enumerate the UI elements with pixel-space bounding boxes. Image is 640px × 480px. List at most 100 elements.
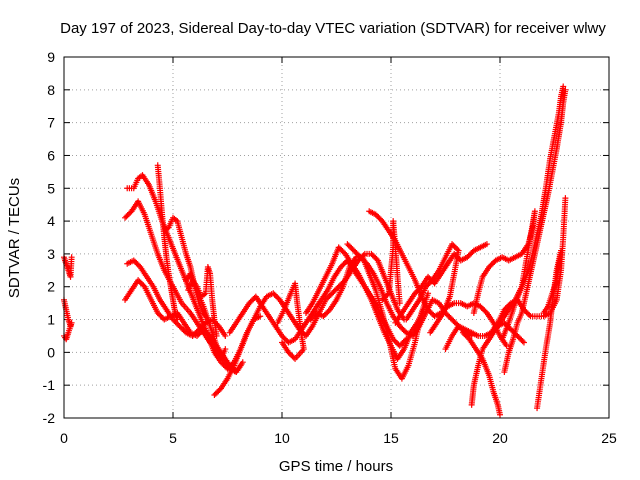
x-tick-label: 10: [274, 430, 290, 446]
data-point: [454, 246, 461, 253]
data-point: [219, 360, 226, 367]
data-point: [280, 334, 287, 341]
data-point: [309, 313, 316, 320]
data-point: [123, 213, 130, 220]
y-tick-label: 3: [47, 246, 55, 262]
data-point: [174, 316, 181, 323]
data-point: [468, 401, 475, 408]
data-point: [368, 250, 375, 257]
data-point: [196, 326, 203, 333]
data-point: [176, 323, 183, 330]
data-point: [373, 256, 380, 263]
data-point: [221, 363, 228, 370]
data-point: [518, 336, 525, 343]
data-point: [279, 332, 285, 339]
data-point: [133, 260, 140, 267]
data-point: [374, 212, 381, 219]
data-point: [560, 83, 567, 90]
series-0: [61, 254, 75, 280]
series-10: [211, 250, 408, 399]
data-point: [415, 286, 422, 293]
data-point: [392, 338, 399, 345]
data-point: [354, 251, 361, 258]
y-axis-label: SDTVAR / TECUs: [6, 178, 23, 298]
series-12: [274, 280, 307, 362]
data-point: [411, 290, 418, 297]
data-point: [201, 327, 208, 334]
x-axis-label: GPS time / hours: [279, 458, 393, 475]
y-tick-label: 6: [47, 147, 55, 163]
data-point: [380, 295, 387, 302]
data-point: [468, 250, 475, 257]
data-point: [488, 261, 495, 268]
y-tick-label: 8: [47, 82, 55, 98]
x-tick-label: 25: [601, 430, 617, 446]
data-point: [426, 308, 433, 315]
data-point: [68, 254, 75, 261]
data-point: [445, 312, 452, 319]
data-point: [358, 255, 365, 262]
data-point: [331, 287, 338, 294]
data-point: [329, 290, 336, 297]
data-point: [372, 254, 379, 261]
data-point: [505, 302, 512, 309]
data-point: [130, 257, 137, 264]
data-point: [502, 305, 509, 312]
data-point: [479, 306, 486, 313]
series-6: [154, 162, 181, 323]
data-point: [326, 292, 333, 299]
data-point: [194, 327, 201, 334]
y-axis-tick-labels: -2 -1 0 1 2 3 4 5 6 7 8 9: [43, 49, 56, 426]
data-point: [503, 342, 510, 349]
data-point: [487, 262, 494, 269]
series-15: [344, 241, 475, 339]
data-point: [220, 361, 227, 368]
data-point: [282, 336, 289, 343]
data-point: [192, 330, 199, 337]
data-point: [497, 411, 503, 418]
data-point: [335, 244, 342, 251]
series-17: [379, 218, 403, 307]
data-point: [333, 286, 340, 293]
data-point: [394, 340, 401, 347]
series-25: [501, 86, 569, 376]
data-point: [526, 311, 533, 318]
data-point: [307, 316, 314, 323]
data-point: [372, 211, 379, 218]
data-point: [452, 320, 459, 327]
data-point: [323, 310, 330, 317]
data-point: [190, 331, 197, 338]
data-point: [349, 246, 356, 253]
data-point: [375, 214, 382, 221]
data-point: [139, 281, 146, 288]
data-point: [425, 273, 432, 280]
data-point: [384, 291, 391, 298]
data-point: [446, 313, 453, 320]
data-point: [279, 339, 285, 346]
data-point: [320, 313, 327, 320]
data-point: [200, 322, 207, 329]
data-point: [338, 246, 345, 253]
data-point: [289, 353, 296, 360]
series-21: [459, 329, 503, 418]
data-point: [383, 292, 390, 299]
data-point: [360, 256, 367, 263]
data-point: [239, 359, 246, 366]
data-point: [270, 290, 277, 297]
data-point: [290, 354, 297, 361]
data-point: [247, 298, 254, 305]
data-point: [414, 287, 421, 294]
data-point: [381, 294, 388, 301]
data-point: [198, 323, 205, 330]
data-point: [400, 327, 407, 334]
data-point: [135, 277, 142, 284]
data-point: [180, 327, 187, 334]
data-point: [281, 335, 288, 342]
data-point: [137, 279, 144, 286]
data-point: [425, 290, 432, 297]
x-axis-tick-labels: 0 5 10 15 20 25: [60, 430, 617, 446]
data-point: [213, 332, 220, 339]
y-tick-label: 7: [47, 115, 55, 131]
x-tick-label: 0: [60, 430, 68, 446]
